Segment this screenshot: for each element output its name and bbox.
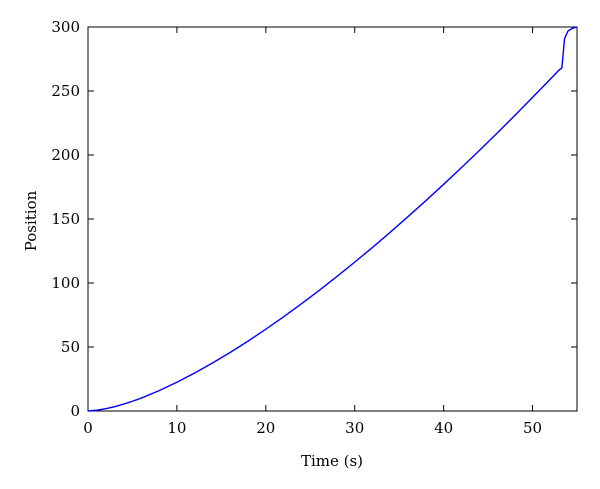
y-tick-label: 150 [51,210,80,228]
y-tick-label: 0 [70,402,80,420]
y-tick-label: 300 [51,18,80,36]
x-tick-label: 40 [434,419,453,437]
y-tick-label: 250 [51,82,80,100]
y-tick-label: 100 [51,274,80,292]
y-tick-label: 50 [61,338,80,356]
x-tick-label: 0 [83,419,93,437]
x-tick-label: 50 [523,419,542,437]
plot-frame [87,26,578,412]
x-axis-label: Time (s) [301,452,363,470]
plot-area: 0 10 20 30 40 50 0 50 100 150 200 250 300 [51,18,578,437]
x-tick-label: 10 [167,419,186,437]
position-curve [87,26,578,412]
x-tick-label: 20 [256,419,275,437]
y-tick-label: 200 [51,146,80,164]
x-tick-label: 30 [345,419,364,437]
y-axis-label: Position [22,190,40,251]
